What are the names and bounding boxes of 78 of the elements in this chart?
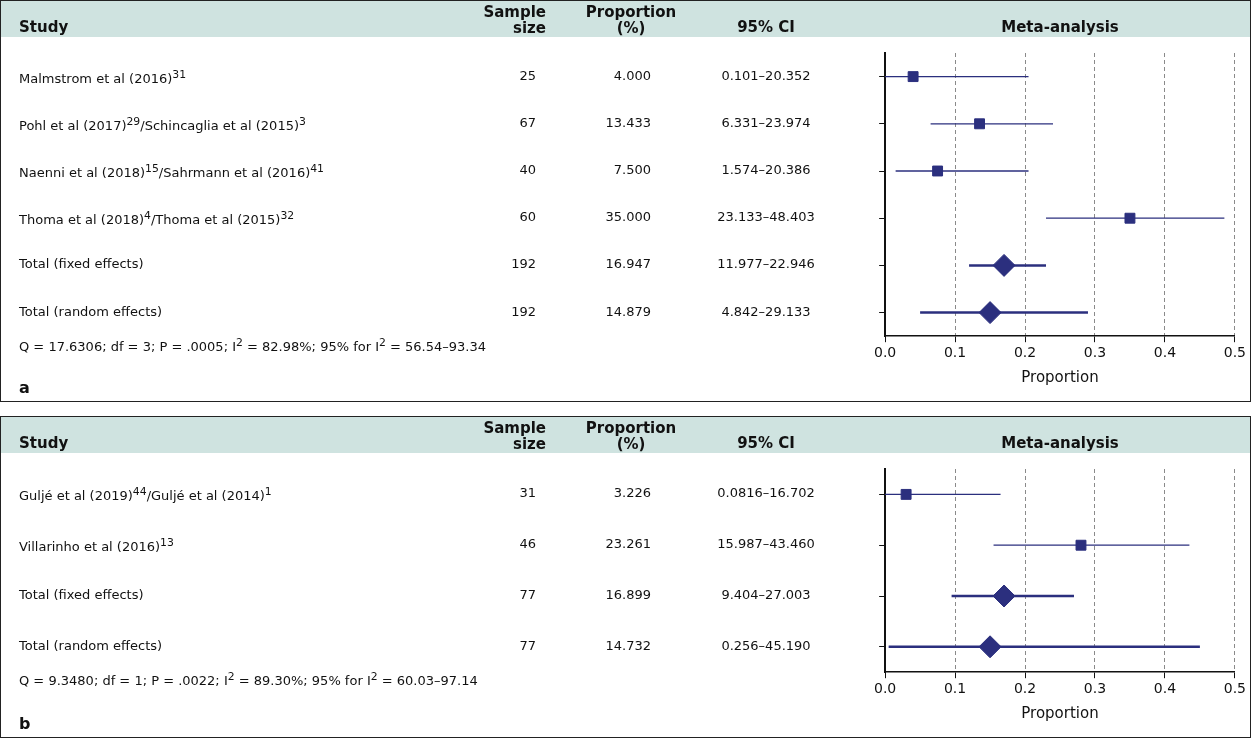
text: 77 [519,587,536,602]
text: 95% CI [736,18,796,36]
text: a [19,378,30,397]
chart-title: Meta-analysis [1000,434,1120,452]
x-tick-label: 0.5 [1223,344,1246,361]
text: Q = 17.6306; df = 3; P = .0005; I$^{2}$ = 82.98%; 95% for I$^{2}$ = 56.54–93.34 [19,335,486,354]
point [1075,539,1087,551]
text: b [19,714,31,733]
text: 16.947 [605,256,651,272]
point [978,635,1002,659]
text: 9.404–27.003 [720,587,812,602]
category-label: Total (fixed effects) [19,587,144,602]
text: 31 [519,485,536,501]
x-tick-label: 0.0 [874,680,897,697]
category-label: Total (fixed effects) [19,256,144,272]
point [992,253,1016,277]
text: Q = 9.3480; df = 1; P = .0022; I$^{2}$ = 89.30%; 95% for I$^{2}$ = 60.03–97.14 [19,669,478,689]
point [1124,212,1136,224]
text: 60 [519,209,536,225]
text: 14.732 [605,637,651,653]
text: Study [19,18,69,36]
x-axis-title: Proportion [1021,367,1099,386]
x-tick-label: 0.4 [1153,680,1177,697]
text: 77 [519,637,536,653]
text: 23.261 [605,536,651,552]
text: 0.101–20.352 [720,67,812,83]
point [992,584,1016,608]
text: 0.256–45.190 [720,637,812,653]
text: 40 [519,162,536,177]
text: 15.987–43.460 [716,536,816,552]
category-label: Guljé et al (2019)$^{44}$/Guljé et al (2014)$^{1}$ [19,485,272,504]
text: 192 [511,256,536,272]
x-tick-label: 0.0 [874,344,897,361]
point [900,488,912,500]
x-tick-label: 0.1 [943,680,967,697]
text: 35.000 [605,209,651,225]
text: 95% CI [736,434,796,452]
text: 67 [519,114,536,130]
point [932,165,944,177]
x-tick-label: 0.3 [1083,344,1107,361]
category-label: Naenni et al (2018)$^{15}$/Sahrmann et al (2016)$^{41}$ [19,162,325,181]
text: 11.977–22.946 [716,256,816,272]
text: 3.226 [613,485,651,501]
text: 4.842–29.133 [720,303,812,319]
point [978,301,1002,325]
chart-title: Meta-analysis [1000,18,1120,36]
point [907,71,919,83]
text: 25 [519,67,536,83]
text: 23.133–48.403 [716,209,816,225]
category-label: Villarinho et al (2016)$^{13}$ [19,536,174,555]
text: 6.331–23.974 [720,114,812,130]
text: Study [19,434,69,452]
text: 13.433 [605,114,651,130]
text: 192 [511,303,536,319]
point [974,118,986,130]
x-tick-label: 0.3 [1083,680,1107,697]
text: 16.899 [605,587,651,602]
text: 7.500 [613,162,651,177]
category-label: Total (random effects) [19,303,163,319]
category-label: Malmstrom et al (2016)$^{31}$ [19,67,187,86]
category-label: Thoma et al (2018)$^{4}$/Thoma et al (2015)$^{32}$ [19,209,295,228]
x-tick-label: 0.4 [1153,344,1177,361]
x-tick-label: 0.2 [1013,344,1037,361]
category-label: Total (random effects) [19,637,163,653]
text: Sample size [482,3,546,37]
x-tick-label: 0.5 [1223,680,1246,697]
category-label: Pohl et al (2017)$^{29}$/Schincaglia et al (2015)$^{3}$ [19,114,306,134]
text: 1.574–20.386 [720,162,812,177]
x-axis-title: Proportion [1021,703,1099,722]
x-tick-label: 0.1 [943,344,967,361]
text: Sample size [482,419,546,453]
text: 0.0816–16.702 [716,485,816,501]
text: 46 [519,536,536,552]
text: 14.879 [605,303,651,319]
x-tick-label: 0.2 [1013,680,1037,697]
text: Proportion (%) [584,419,678,453]
text: 4.000 [613,67,651,83]
text: Proportion (%) [584,3,678,37]
